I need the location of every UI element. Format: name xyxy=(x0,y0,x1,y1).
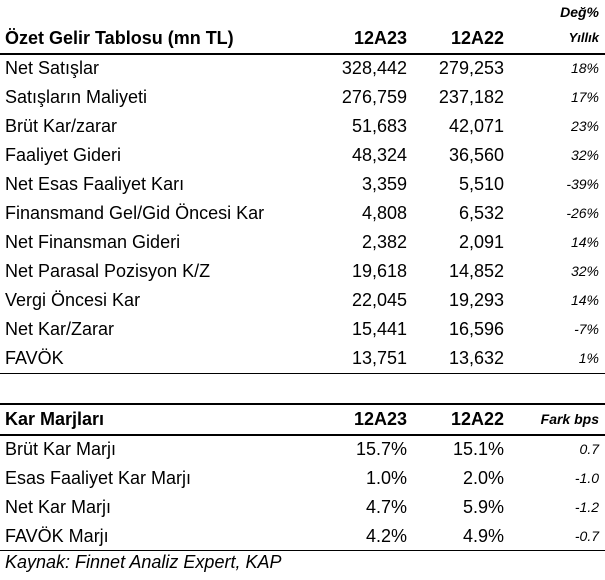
row-value-12a22: 13,632 xyxy=(448,348,504,368)
row-value-12a22: 36,560 xyxy=(448,145,504,165)
row-change: -7% xyxy=(574,321,599,337)
row-value-12a23: 22,045 xyxy=(351,290,407,310)
table-row: Finansmand Gel/Gid Öncesi Kar 4,808 6,532 -… xyxy=(0,199,605,228)
row-change: -0.7 xyxy=(574,528,599,544)
row-label: Net Kar Marjı xyxy=(5,497,112,517)
row-label: FAVÖK xyxy=(5,348,64,368)
table-row: Net Kar/Zarar 15,441 16,596 -7% xyxy=(0,315,605,344)
table-row: Net Kar Marjı 4.7% 5.9% -1.2 xyxy=(0,493,605,522)
row-label: FAVÖK Marjı xyxy=(5,526,109,546)
table-row: Satışların Maliyeti 276,759 237,182 17% xyxy=(0,83,605,112)
row-value-12a23: 1.0% xyxy=(365,468,407,488)
table-row: Brüt Kar/zarar 51,683 42,071 23% xyxy=(0,112,605,141)
row-change: -26% xyxy=(566,205,599,221)
row-value-12a22: 237,182 xyxy=(438,87,504,107)
row-value-12a23: 48,324 xyxy=(351,145,407,165)
row-label: Satışların Maliyeti xyxy=(5,87,148,107)
row-value-12a23: 51,683 xyxy=(351,116,407,136)
row-value-12a23: 4.2% xyxy=(365,526,407,546)
table-row: Vergi Öncesi Kar 22,045 19,293 14% xyxy=(0,286,605,315)
row-value-12a22: 42,071 xyxy=(448,116,504,136)
row-value-12a23: 276,759 xyxy=(341,87,407,107)
row-change: -39% xyxy=(566,176,599,192)
table-row: Net Finansman Gideri 2,382 2,091 14% xyxy=(0,228,605,257)
change-header-top: Değ% xyxy=(560,4,599,20)
income-header-divider xyxy=(0,53,605,55)
table-row: Esas Faaliyet Kar Marjı 1.0% 2.0% -1.0 xyxy=(0,464,605,493)
margins-bottom-divider xyxy=(0,550,605,551)
row-label: Brüt Kar Marjı xyxy=(5,439,117,459)
margins-table: Kar Marjları 12A23 12A22 Fark bps xyxy=(0,405,605,434)
row-value-12a23: 13,751 xyxy=(351,348,407,368)
row-value-12a22: 14,852 xyxy=(448,261,504,281)
margins-top-divider xyxy=(0,403,605,405)
row-value-12a23: 15.7% xyxy=(355,439,407,459)
row-change: -1.2 xyxy=(574,499,599,515)
row-label: Faaliyet Gideri xyxy=(5,145,122,165)
row-label: Net Esas Faaliyet Karı xyxy=(5,174,185,194)
row-change: 14% xyxy=(570,234,599,250)
row-value-12a22: 2.0% xyxy=(462,468,504,488)
income-col2-header: 12A22 xyxy=(450,28,504,48)
table-row: Net Esas Faaliyet Karı 3,359 5,510 -39% xyxy=(0,170,605,199)
row-value-12a23: 2,382 xyxy=(361,232,407,252)
row-value-12a23: 4.7% xyxy=(365,497,407,517)
row-value-12a23: 4,808 xyxy=(361,203,407,223)
table-row: FAVÖK 13,751 13,632 1% xyxy=(0,344,605,373)
margins-change-header: Fark bps xyxy=(540,411,599,427)
margins-header-divider xyxy=(0,434,605,436)
row-label: Esas Faaliyet Kar Marjı xyxy=(5,468,192,488)
row-change: 0.7 xyxy=(579,441,599,457)
row-change: 18% xyxy=(570,60,599,76)
income-bottom-divider xyxy=(0,373,605,374)
row-change: 32% xyxy=(570,147,599,163)
margins-table-title: Kar Marjları xyxy=(5,409,105,429)
margins-rows: Brüt Kar Marjı 15.7% 15.1% 0.7 Esas Faaliye… xyxy=(0,435,605,551)
row-label: Brüt Kar/zarar xyxy=(5,116,118,136)
row-change: 17% xyxy=(570,89,599,105)
row-label: Vergi Öncesi Kar xyxy=(5,290,141,310)
row-value-12a22: 2,091 xyxy=(458,232,504,252)
row-value-12a22: 6,532 xyxy=(458,203,504,223)
row-value-12a22: 279,253 xyxy=(438,58,504,78)
margins-col1-header: 12A23 xyxy=(353,409,407,429)
table-row: Net Parasal Pozisyon K/Z 19,618 14,852 32% xyxy=(0,257,605,286)
change-header-bottom: Yıllık xyxy=(568,30,599,45)
income-table-title: Özet Gelir Tablosu (mn TL) xyxy=(5,28,234,48)
table-row: Faaliyet Gideri 48,324 36,560 32% xyxy=(0,141,605,170)
source-note: Kaynak: Finnet Analiz Expert, KAP xyxy=(5,552,282,572)
row-value-12a22: 4.9% xyxy=(462,526,504,546)
row-label: Net Parasal Pozisyon K/Z xyxy=(5,261,211,281)
table-row: Net Satışlar 328,442 279,253 18% xyxy=(0,54,605,83)
row-label: Net Kar/Zarar xyxy=(5,319,115,339)
row-value-12a23: 15,441 xyxy=(351,319,407,339)
table-row: FAVÖK Marjı 4.2% 4.9% -0.7 xyxy=(0,522,605,551)
row-change: 32% xyxy=(570,263,599,279)
row-change: 23% xyxy=(570,118,599,134)
row-change: 14% xyxy=(570,292,599,308)
income-rows: Net Satışlar 328,442 279,253 18% Satışların… xyxy=(0,54,605,373)
row-label: Net Finansman Gideri xyxy=(5,232,181,252)
row-value-12a22: 5,510 xyxy=(458,174,504,194)
row-label: Net Satışlar xyxy=(5,58,100,78)
row-value-12a23: 19,618 xyxy=(351,261,407,281)
row-value-12a22: 15.1% xyxy=(452,439,504,459)
row-value-12a23: 3,359 xyxy=(361,174,407,194)
row-change: -1.0 xyxy=(574,470,599,486)
row-value-12a22: 5.9% xyxy=(462,497,504,517)
row-value-12a22: 19,293 xyxy=(448,290,504,310)
row-value-12a22: 16,596 xyxy=(448,319,504,339)
margins-col2-header: 12A22 xyxy=(450,409,504,429)
margins-header-row: Kar Marjları 12A23 12A22 Fark bps xyxy=(0,405,605,434)
row-value-12a23: 328,442 xyxy=(341,58,407,78)
row-change: 1% xyxy=(578,350,599,366)
income-header-row: Özet Gelir Tablosu (mn TL) 12A23 12A22 xyxy=(0,24,605,53)
row-label: Finansmand Gel/Gid Öncesi Kar xyxy=(5,203,265,223)
table-row: Brüt Kar Marjı 15.7% 15.1% 0.7 xyxy=(0,435,605,464)
income-col1-header: 12A23 xyxy=(353,28,407,48)
